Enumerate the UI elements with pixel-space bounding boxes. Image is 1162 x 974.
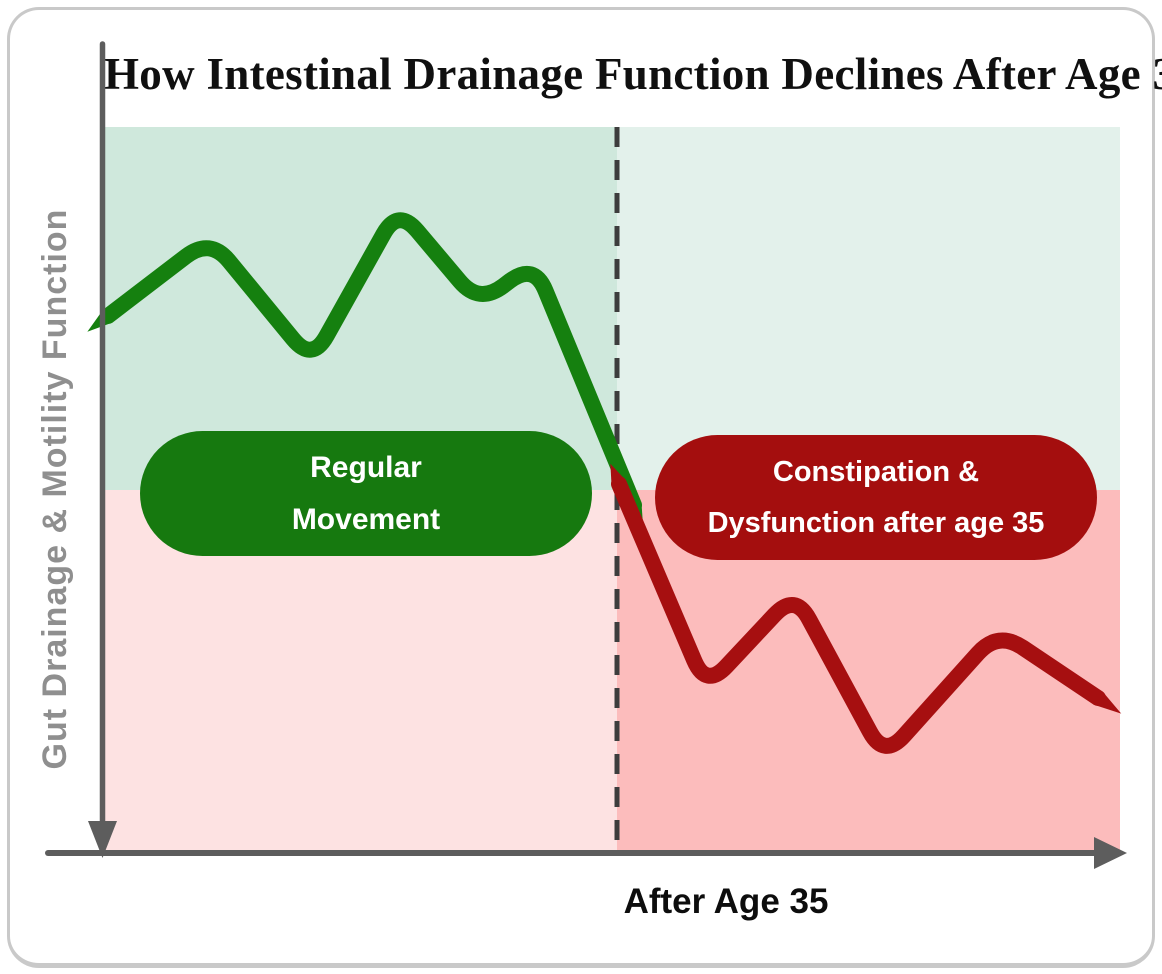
constipation-dysfunction-badge: Constipation & Dysfunction after age 35 bbox=[655, 435, 1097, 560]
red-line-brush-tip-start bbox=[610, 463, 627, 488]
badge-red-line2: Dysfunction after age 35 bbox=[707, 506, 1045, 539]
y-axis-label: Gut Drainage & Motility Function bbox=[36, 208, 74, 770]
region-after35-above bbox=[617, 127, 1120, 490]
region-before35-above bbox=[104, 127, 617, 490]
badge-green-line1: Regular bbox=[310, 450, 422, 484]
red-line-brush-tip-end bbox=[1093, 691, 1122, 714]
y-axis-arrow-down-icon bbox=[88, 821, 117, 858]
badge-red-line1: Constipation & bbox=[772, 455, 980, 488]
x-axis-arrow-right-icon bbox=[1094, 837, 1127, 869]
x-axis-label: After Age 35 bbox=[623, 882, 829, 921]
regular-movement-line bbox=[100, 212, 642, 513]
dysfunction-line bbox=[611, 476, 1106, 754]
regular-movement-badge: Regular Movement bbox=[140, 431, 592, 556]
chart-title: How Intestinal Drainage Function Decline… bbox=[104, 49, 1162, 99]
badge-green-line2: Movement bbox=[291, 502, 441, 536]
